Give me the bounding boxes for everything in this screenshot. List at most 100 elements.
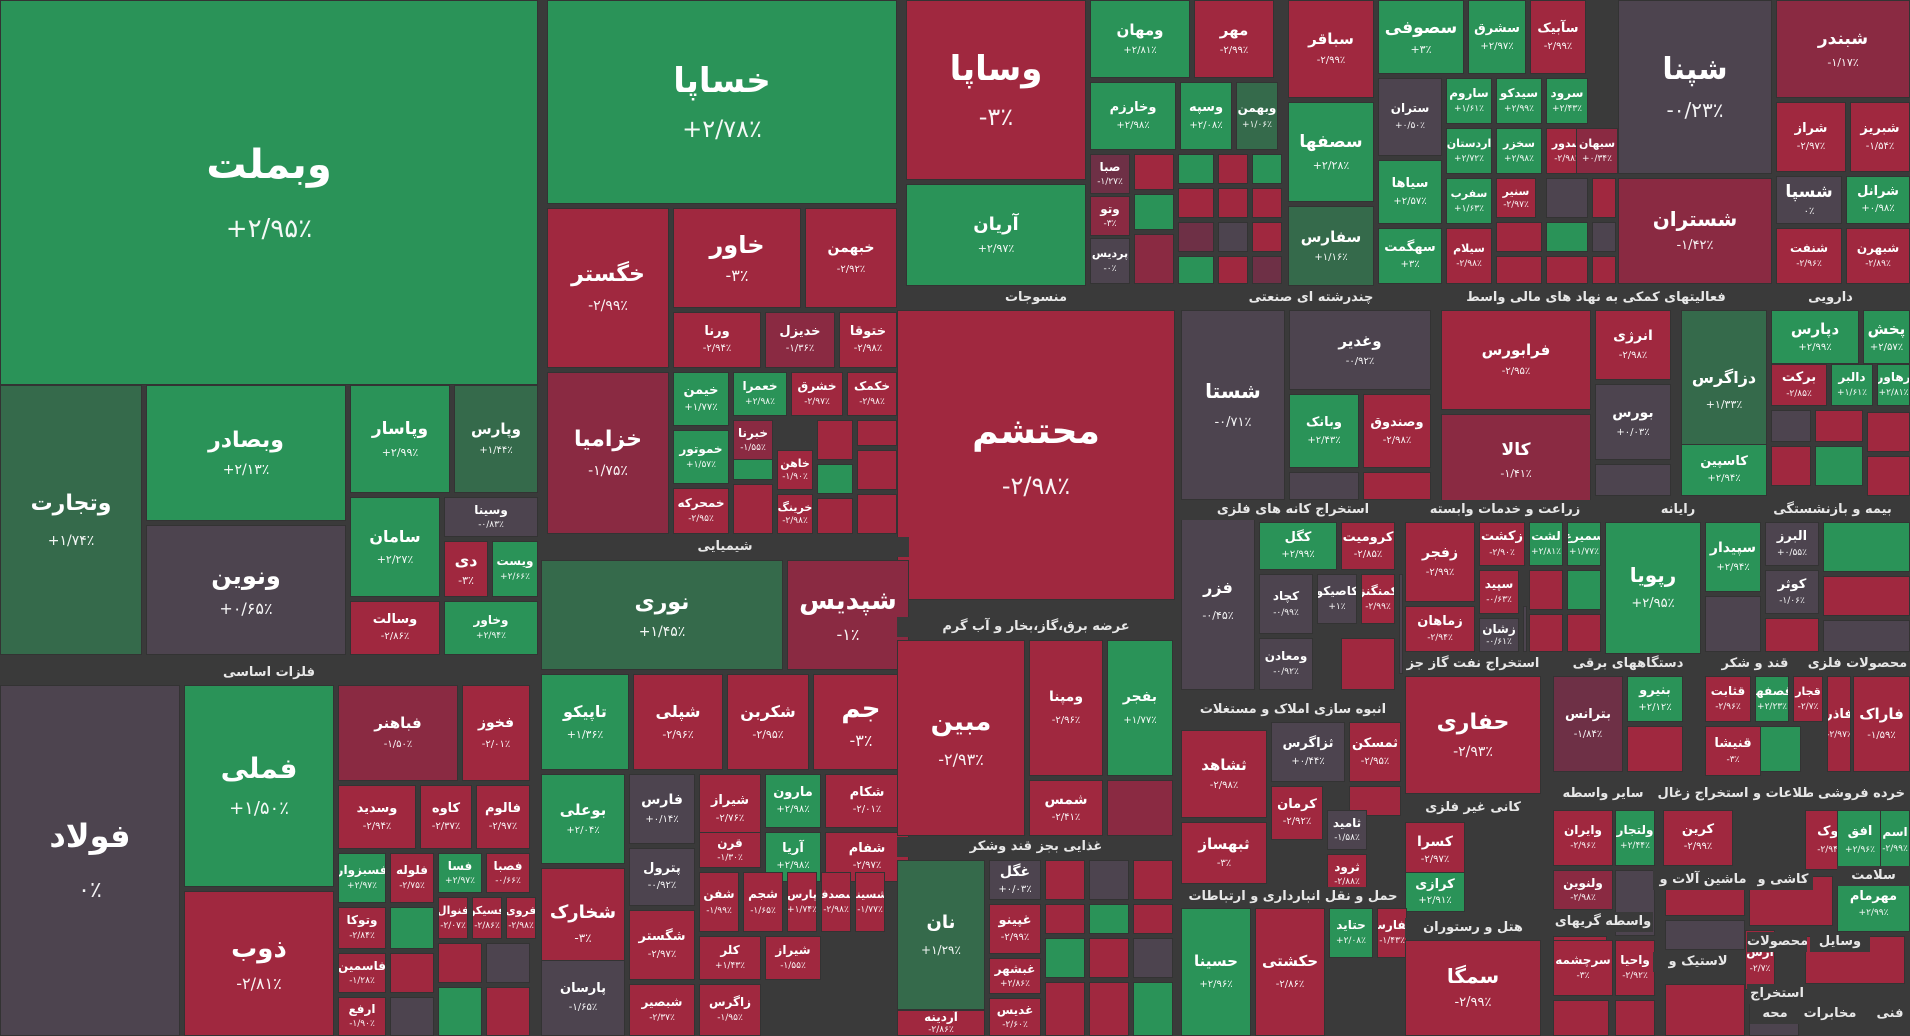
stock-tile[interactable]: شپلی -۲/۹۶٪: [633, 674, 723, 770]
stock-tile[interactable]: قثابت -۲/۹۶٪: [1705, 676, 1751, 722]
stock-tile[interactable]: سهگمت +۳٪: [1378, 228, 1442, 284]
stock-tile[interactable]: فولاد ۰٪: [0, 685, 180, 1036]
stock-tile[interactable]: ثشاهد -۲/۹۸٪: [1181, 730, 1267, 818]
stock-tile[interactable]: پارس +۱/۷۴٪: [787, 872, 817, 932]
treemap-filler-tile[interactable]: [1134, 194, 1174, 230]
stock-tile[interactable]: حسینا +۲/۹۶٪: [1181, 908, 1251, 1036]
stock-tile[interactable]: بوعلی +۲/۰۴٪: [541, 774, 625, 864]
stock-tile[interactable]: شنفت -۲/۹۶٪: [1776, 228, 1842, 284]
treemap-filler-tile[interactable]: [1045, 860, 1085, 900]
stock-tile[interactable]: شسینا -۱/۷۷٪: [855, 872, 885, 932]
treemap-filler-tile[interactable]: [1089, 904, 1129, 934]
treemap-filler-tile[interactable]: [1665, 984, 1745, 1036]
treemap-filler-tile[interactable]: [1705, 596, 1761, 652]
stock-tile[interactable]: فسبزوار +۲/۹۷٪: [338, 853, 386, 903]
treemap-filler-tile[interactable]: [1823, 522, 1910, 572]
stock-tile[interactable]: انرژی -۲/۹۸٪: [1595, 310, 1671, 380]
stock-tile[interactable]: ونوین +۰/۶۵٪: [146, 525, 346, 655]
stock-tile[interactable]: سیاها +۲/۵۷٪: [1378, 160, 1442, 224]
stock-tile[interactable]: سشرق +۲/۹۷٪: [1468, 0, 1526, 74]
stock-tile[interactable]: مبین -۲/۹۳٪: [897, 640, 1025, 836]
stock-tile[interactable]: فسیکو -۲/۸۶٪: [472, 897, 502, 939]
stock-tile[interactable]: سآبیک -۲/۹۹٪: [1530, 0, 1586, 74]
stock-tile[interactable]: فاذر -۲/۹۷٪: [1827, 676, 1851, 772]
stock-tile[interactable]: شسپا ۰٪: [1776, 176, 1842, 224]
stock-tile[interactable]: غپینو -۲/۹۹٪: [989, 904, 1041, 954]
stock-tile[interactable]: قرن -۱/۳۰٪: [699, 832, 761, 868]
stock-tile[interactable]: وصندوق -۲/۹۸٪: [1363, 394, 1431, 468]
stock-tile[interactable]: محتشم -۲/۹۸٪: [897, 310, 1175, 600]
stock-tile[interactable]: وایران -۲/۹۶٪: [1553, 810, 1613, 866]
treemap-filler-tile[interactable]: [1765, 618, 1819, 652]
stock-tile[interactable]: قنیشا -۳٪: [1705, 726, 1761, 776]
stock-tile[interactable]: پترول -۰/۹۲٪: [629, 848, 695, 906]
stock-tile[interactable]: سمگا -۲/۹۹٪: [1405, 940, 1541, 1036]
treemap-filler-tile[interactable]: [1567, 570, 1601, 610]
stock-tile[interactable]: اردستان +۲/۷۲٪: [1446, 128, 1492, 174]
stock-tile[interactable]: سباقر -۲/۹۹٪: [1288, 0, 1374, 98]
stock-tile[interactable]: سمیرغ +۱/۷۷٪: [1567, 522, 1601, 566]
stock-tile[interactable]: ولتجار +۲/۴۴٪: [1615, 810, 1655, 866]
stock-tile[interactable]: شجم -۱/۶۵٪: [743, 872, 783, 932]
stock-tile[interactable]: وبهمن +۱/۰۶٪: [1236, 82, 1278, 150]
treemap-filler-tile[interactable]: [1089, 860, 1129, 900]
stock-tile[interactable]: فاراک -۱/۵۹٪: [1853, 676, 1910, 772]
stock-tile[interactable]: لشت +۲/۸۱٪: [1529, 522, 1563, 566]
treemap-filler-tile[interactable]: [1755, 726, 1801, 772]
treemap-filler-tile[interactable]: [1089, 938, 1129, 978]
stock-tile[interactable]: حفارس -۱/۴۳٪: [1377, 908, 1407, 958]
stock-tile[interactable]: شرانل +۰/۹۸٪: [1846, 176, 1910, 224]
treemap-filler-tile[interactable]: [1815, 446, 1863, 486]
stock-tile[interactable]: حتاید +۲/۰۸٪: [1329, 908, 1373, 958]
stock-tile[interactable]: کاوه -۲/۳۷٪: [420, 785, 472, 849]
stock-tile[interactable]: سفرب +۱/۶۳٪: [1446, 178, 1492, 224]
stock-tile[interactable]: سبهان +۰/۳۴٪: [1576, 128, 1618, 174]
treemap-filler-tile[interactable]: [1252, 222, 1282, 252]
stock-tile[interactable]: حفاری -۲/۹۳٪: [1405, 676, 1541, 794]
treemap-filler-tile[interactable]: [1627, 726, 1683, 772]
stock-tile[interactable]: خبهمن -۲/۹۲٪: [805, 208, 897, 308]
stock-tile[interactable]: فروی -۲/۹۸٪: [506, 897, 536, 939]
stock-tile[interactable]: زماهان -۲/۹۴٪: [1405, 606, 1475, 652]
stock-tile[interactable]: سپید -۰/۶۳٪: [1479, 570, 1519, 614]
stock-tile[interactable]: وپارس +۱/۴۴٪: [454, 385, 538, 493]
stock-tile[interactable]: بورس +۰/۰۳٪: [1595, 384, 1671, 460]
stock-tile[interactable]: شگستر -۲/۹۷٪: [629, 910, 695, 980]
stock-tile[interactable]: سخزر +۲/۹۸٪: [1496, 128, 1542, 174]
stock-tile[interactable]: وسدید -۲/۹۴٪: [338, 785, 416, 849]
stock-tile[interactable]: شپنا -۰/۲۳٪: [1618, 0, 1772, 174]
stock-tile[interactable]: آریان +۲/۹۷٪: [906, 184, 1086, 286]
stock-tile[interactable]: شستا -۰/۷۱٪: [1181, 310, 1285, 500]
stock-tile[interactable]: وبصادر +۲/۱۳٪: [146, 385, 346, 521]
stock-tile[interactable]: برکت -۲/۸۵٪: [1771, 364, 1827, 406]
treemap-filler-tile[interactable]: [1771, 410, 1811, 442]
stock-tile[interactable]: فخوز -۲/۰۱٪: [462, 685, 530, 781]
stock-tile[interactable]: خمحرکه -۲/۹۵٪: [673, 488, 729, 534]
stock-tile[interactable]: فرابورس -۲/۹۵٪: [1441, 310, 1591, 410]
stock-tile[interactable]: فصبا -۰/۶۶٪: [486, 853, 530, 893]
treemap-filler-tile[interactable]: [1107, 780, 1173, 836]
stock-tile[interactable]: فسا +۲/۹۷٪: [438, 853, 482, 893]
treemap-filler-tile[interactable]: [1592, 256, 1616, 284]
stock-tile[interactable]: خساپا +۲/۷۸٪: [547, 0, 897, 204]
treemap-filler-tile[interactable]: [1867, 412, 1910, 452]
stock-tile[interactable]: ذوب -۲/۸۱٪: [184, 891, 334, 1036]
stock-tile[interactable]: ستران +۰/۵۰٪: [1378, 78, 1442, 156]
treemap-filler-tile[interactable]: [1592, 178, 1616, 218]
treemap-filler-tile[interactable]: [1045, 904, 1085, 934]
treemap-filler-tile[interactable]: [1134, 234, 1174, 284]
stock-tile[interactable]: کالا -۱/۴۱٪: [1441, 414, 1591, 506]
stock-tile[interactable]: سرود +۲/۴۳٪: [1546, 78, 1588, 124]
stock-tile[interactable]: وبملت +۲/۹۵٪: [0, 0, 538, 385]
stock-tile[interactable]: کچاد -۰/۹۹٪: [1259, 574, 1313, 634]
stock-tile[interactable]: وسپه +۲/۰۸٪: [1180, 82, 1232, 150]
stock-tile[interactable]: سیدکو +۲/۹۹٪: [1496, 78, 1542, 124]
stock-tile[interactable]: تاپیکو +۱/۳۶٪: [541, 674, 629, 770]
treemap-filler-tile[interactable]: [1252, 154, 1282, 184]
stock-tile[interactable]: زکشت -۲/۹۰٪: [1479, 522, 1525, 566]
stock-tile[interactable]: سفارس +۱/۱۶٪: [1288, 206, 1374, 286]
treemap-filler-tile[interactable]: [1496, 256, 1542, 284]
stock-tile[interactable]: آردینه -۲/۸۶٪: [897, 1010, 985, 1036]
stock-tile[interactable]: وتجارت +۱/۷۴٪: [0, 385, 142, 655]
treemap-filler-tile[interactable]: [1496, 222, 1542, 252]
